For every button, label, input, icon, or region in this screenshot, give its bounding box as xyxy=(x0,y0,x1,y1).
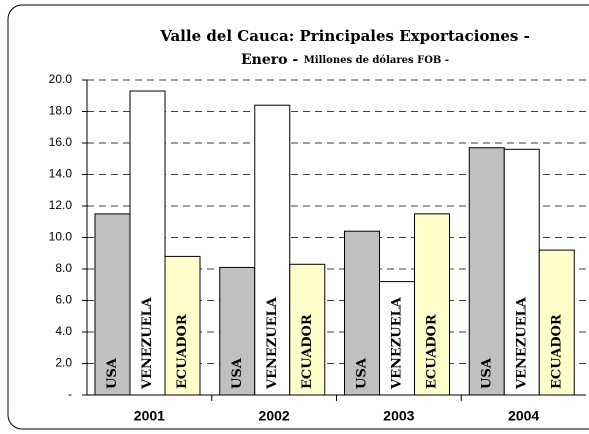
y-tick-label: 12.0 xyxy=(49,198,73,212)
y-tick-label: 2.0 xyxy=(55,356,72,370)
bar-label: VENEZUELA xyxy=(390,296,405,390)
bar-label: ECUADOR xyxy=(425,314,440,389)
bar xyxy=(344,230,380,396)
chart-title: Valle del Cauca: Principales Exportacion… xyxy=(159,27,530,45)
y-tick-label: - xyxy=(68,387,72,401)
bar-label: VENEZUELA xyxy=(514,296,529,390)
chart-subtitle: Enero - Millones de dólares FOB - xyxy=(241,50,449,69)
y-tick-label: 20.0 xyxy=(49,72,73,86)
bar-label: ECUADOR xyxy=(300,314,315,389)
units: Millones de dólares FOB - xyxy=(304,55,449,66)
y-tick-label: 16.0 xyxy=(49,135,73,149)
bar-label: USA xyxy=(479,357,494,389)
subtitle: Enero - xyxy=(241,52,298,68)
bar xyxy=(538,249,575,396)
bar-label: ECUADOR xyxy=(175,314,190,389)
x-tick-label: 2004 xyxy=(508,408,539,424)
y-tick-label: 4.0 xyxy=(55,324,72,338)
bar-label: VENEZUELA xyxy=(140,296,155,390)
bar-label: VENEZUELA xyxy=(265,296,280,390)
x-tick-label: 2003 xyxy=(383,408,414,424)
bar xyxy=(94,213,131,396)
y-tick-label: 18.0 xyxy=(49,104,73,118)
bar xyxy=(254,104,291,396)
bar-label: USA xyxy=(230,357,245,389)
bar xyxy=(219,266,256,396)
x-tick-label: 2001 xyxy=(134,408,165,424)
x-tick-label: 2002 xyxy=(259,408,290,424)
bar-label: USA xyxy=(105,357,120,389)
y-tick-label: 14.0 xyxy=(49,167,73,181)
bar xyxy=(129,90,166,396)
bar xyxy=(289,263,326,396)
y-tick-label: 10.0 xyxy=(49,230,73,244)
y-tick-label: 6.0 xyxy=(55,293,72,307)
bar xyxy=(468,147,505,396)
bar-label: ECUADOR xyxy=(549,314,564,389)
bar xyxy=(164,255,201,396)
bar xyxy=(414,213,450,396)
y-tick-label: 8.0 xyxy=(55,261,72,275)
bar-label: USA xyxy=(355,357,370,389)
